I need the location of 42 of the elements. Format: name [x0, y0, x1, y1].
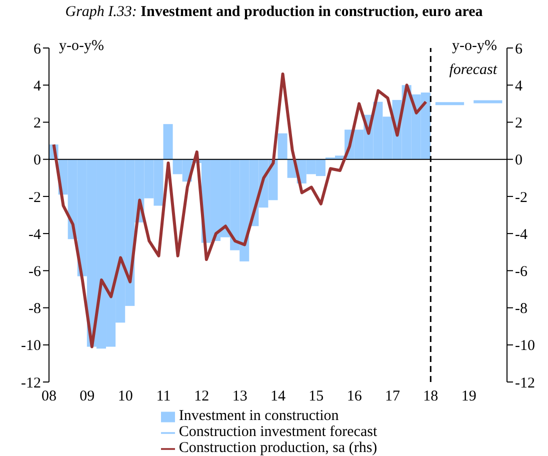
x-tick-label: 10 [118, 388, 133, 405]
y-tick-label: -4 [28, 226, 42, 243]
y2-tick-label: -8 [515, 301, 528, 318]
y2-tick-label: -12 [515, 375, 535, 392]
y-axis-title: y-o-y% [59, 38, 104, 55]
y-tick-label: 6 [34, 41, 42, 58]
y2-tick-label: -10 [515, 338, 535, 354]
x-tick-label: 16 [346, 388, 362, 405]
legend-label: Investment in construction [178, 408, 339, 424]
x-tick-label: 13 [232, 388, 248, 405]
x-tick-label: 11 [156, 388, 171, 405]
annotation: forecast [449, 62, 497, 79]
line-series [52, 72, 428, 348]
x-tick-label: 18 [423, 388, 438, 405]
legend-label: Construction production, sa (rhs) [178, 440, 378, 456]
y2-tick-label: 0 [515, 152, 522, 169]
x-tick-label: 08 [42, 388, 56, 405]
x-tick-label: 09 [80, 388, 95, 405]
chart-title: Graph I.33: Investment and production in construction, euro area [65, 4, 483, 20]
y2-tick-label: -2 [515, 190, 528, 206]
y2-tick-label: -6 [515, 264, 528, 280]
x-tick-label: 14 [270, 388, 286, 405]
y-tick-label: -8 [28, 301, 41, 318]
y-tick-label: 4 [34, 78, 42, 94]
y-tick-label: -12 [21, 375, 41, 392]
y2-axis-title: y-o-y% [452, 38, 497, 55]
y-tick-label: -2 [28, 190, 41, 206]
y2-tick-label: 6 [515, 41, 523, 58]
y2-tick-label: 2 [515, 116, 522, 132]
y2-tick-label: -4 [515, 226, 528, 243]
y-tick-label: 2 [34, 116, 41, 132]
bar [278, 133, 288, 160]
x-tick-label: 17 [385, 388, 400, 405]
bar [163, 124, 173, 160]
x-tick-label: 12 [194, 388, 210, 405]
y-tick-label: 0 [34, 152, 41, 169]
legend-label: Construction investment forecast [178, 424, 378, 440]
y-tick-label: -6 [28, 264, 42, 280]
x-tick-label: 19 [461, 388, 476, 405]
x-tick-label: 15 [308, 388, 324, 405]
y2-tick-label: 4 [515, 78, 523, 94]
y-tick-label: -10 [21, 338, 41, 354]
